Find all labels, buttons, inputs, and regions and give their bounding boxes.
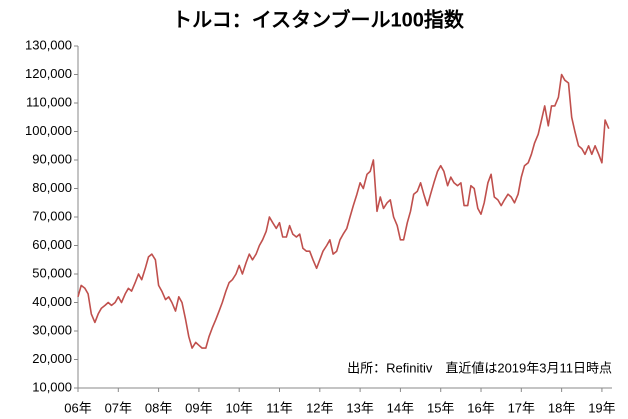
x-tick-label: 12年 <box>306 400 333 415</box>
x-tick-label: 10年 <box>225 400 252 415</box>
x-tick-label: 18年 <box>548 400 575 415</box>
y-tick-label: 60,000 <box>32 237 72 252</box>
x-tick-label: 19年 <box>588 400 615 415</box>
x-tick-label: 15年 <box>427 400 454 415</box>
y-tick-label: 100,000 <box>25 123 72 138</box>
annotation: 出所：Refinitiv 直近値は2019年3月11日時点 <box>347 360 612 375</box>
x-tick-label: 17年 <box>508 400 535 415</box>
y-tick-label: 110,000 <box>26 94 72 109</box>
x-tick-label: 14年 <box>387 400 414 415</box>
x-tick-label: 16年 <box>467 400 494 415</box>
y-tick-label: 40,000 <box>32 294 72 309</box>
y-tick-label: 70,000 <box>32 208 72 223</box>
y-tick-label: 30,000 <box>32 322 72 337</box>
chart-title: トルコ：イスタンブール100指数 <box>172 7 465 31</box>
price-line <box>77 73 610 349</box>
x-tick-label: 09年 <box>185 400 212 415</box>
y-tick-label: 80,000 <box>32 180 72 195</box>
y-tick-label: 10,000 <box>32 379 72 394</box>
x-tick-label: 07年 <box>105 400 132 415</box>
x-tick-label: 11年 <box>266 400 293 415</box>
y-tick-label: 130,000 <box>25 37 72 52</box>
x-tick-label: 08年 <box>145 400 172 415</box>
x-tick-label: 06年 <box>64 400 91 415</box>
x-tick-label: 13年 <box>346 400 373 415</box>
y-tick-label: 120,000 <box>25 66 72 81</box>
y-tick-label: 20,000 <box>32 351 72 366</box>
y-tick-label: 90,000 <box>32 151 72 166</box>
y-tick-label: 50,000 <box>32 265 72 280</box>
